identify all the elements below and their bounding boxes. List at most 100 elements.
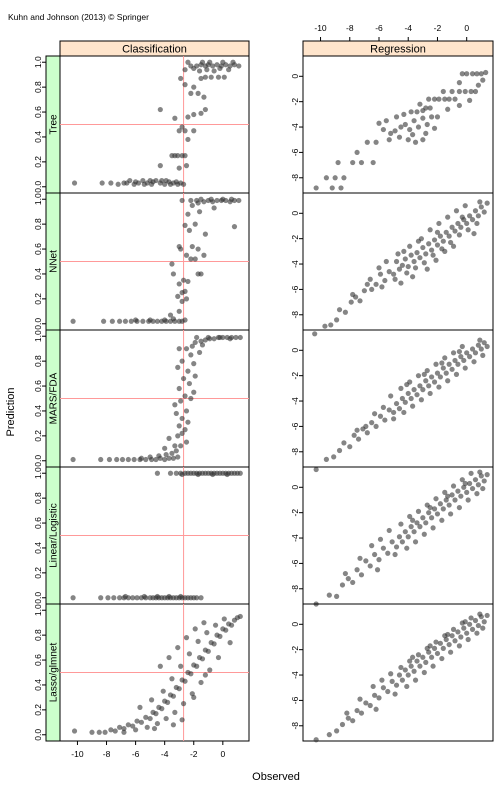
data-point <box>180 277 187 283</box>
data-point <box>468 88 474 95</box>
data-point <box>114 456 120 463</box>
data-point <box>389 539 395 545</box>
y-tick-label: 0.4 <box>33 405 43 417</box>
data-point <box>423 520 429 526</box>
data-point <box>445 631 451 638</box>
x-tick-label: -2 <box>190 749 198 759</box>
data-point <box>173 448 179 454</box>
data-point <box>458 224 464 230</box>
data-point <box>350 159 356 166</box>
data-point <box>458 634 464 640</box>
data-point <box>228 622 235 628</box>
data-point <box>399 539 405 545</box>
data-point <box>478 204 484 210</box>
data-point <box>204 67 210 73</box>
data-point <box>176 308 182 314</box>
data-point <box>446 96 452 102</box>
data-point <box>233 334 239 341</box>
data-point <box>456 504 462 511</box>
data-point <box>412 677 419 683</box>
data-point <box>221 616 227 622</box>
y-tick-label: 0.0 <box>33 592 43 604</box>
data-point <box>374 567 381 573</box>
data-point <box>172 402 178 408</box>
data-point <box>336 447 343 454</box>
data-point <box>412 539 419 545</box>
data-point <box>421 371 427 377</box>
data-point <box>334 728 340 734</box>
data-point <box>196 68 203 74</box>
data-point <box>201 252 207 258</box>
data-point <box>427 390 433 397</box>
data-point <box>176 165 182 171</box>
data-point <box>474 630 480 636</box>
data-point <box>162 317 168 323</box>
data-point <box>323 175 329 181</box>
credit-text: Kuhn and Johnson (2013) © Springer <box>8 12 149 22</box>
data-point <box>202 672 208 678</box>
data-point <box>426 510 432 516</box>
data-point <box>402 121 408 128</box>
column-label-classification: Classification <box>122 44 187 56</box>
data-point <box>372 411 378 417</box>
data-point <box>170 722 176 728</box>
data-point <box>399 677 405 683</box>
data-point <box>376 265 382 271</box>
panel-tree-classification: 0.0 0.2 0.4 0.6 0.8 1.0 <box>33 55 250 194</box>
y-tick-label: 0.8 <box>33 81 43 93</box>
data-point <box>440 645 446 651</box>
data-point <box>459 71 465 77</box>
data-point <box>194 334 200 341</box>
data-point <box>453 371 460 377</box>
data-point <box>332 175 338 181</box>
data-point <box>450 483 457 489</box>
data-point <box>459 214 465 220</box>
data-point <box>483 69 489 76</box>
data-point <box>456 348 462 355</box>
data-point <box>215 654 222 661</box>
data-point <box>464 350 470 356</box>
data-point <box>376 557 382 563</box>
data-point <box>480 352 486 358</box>
data-point <box>198 271 204 277</box>
data-point <box>175 454 181 460</box>
data-point <box>178 663 184 669</box>
data-point <box>182 317 188 323</box>
data-point <box>420 515 426 521</box>
data-point <box>176 128 182 134</box>
y-tick-label: 0.2 <box>33 567 43 579</box>
data-point <box>440 506 446 512</box>
data-point <box>372 692 378 698</box>
data-point <box>398 385 404 391</box>
y-tick-label: -4 <box>290 671 300 679</box>
data-point <box>468 470 474 476</box>
data-point <box>376 695 382 701</box>
data-point <box>415 124 422 130</box>
panel-mars-fda-regression: -8 -6 -4 -2 0 <box>290 329 494 473</box>
data-point <box>159 706 165 712</box>
data-point <box>172 115 178 121</box>
data-point <box>393 400 400 407</box>
data-point <box>194 663 200 669</box>
data-point <box>431 379 438 385</box>
data-point <box>182 678 188 684</box>
data-point <box>437 374 443 380</box>
data-point <box>170 316 176 322</box>
data-point <box>175 644 181 651</box>
data-point <box>449 492 455 498</box>
data-point <box>373 706 379 712</box>
data-point <box>426 96 432 102</box>
data-point <box>322 323 328 329</box>
data-point <box>446 641 452 648</box>
data-point <box>423 251 429 257</box>
data-point <box>162 445 168 451</box>
data-point <box>223 627 229 633</box>
data-point <box>429 247 435 253</box>
data-point <box>426 241 432 247</box>
data-point <box>192 339 198 346</box>
data-point <box>464 489 470 495</box>
data-point <box>481 209 487 215</box>
data-point <box>465 497 471 503</box>
data-point <box>154 720 161 727</box>
data-point <box>367 563 373 569</box>
